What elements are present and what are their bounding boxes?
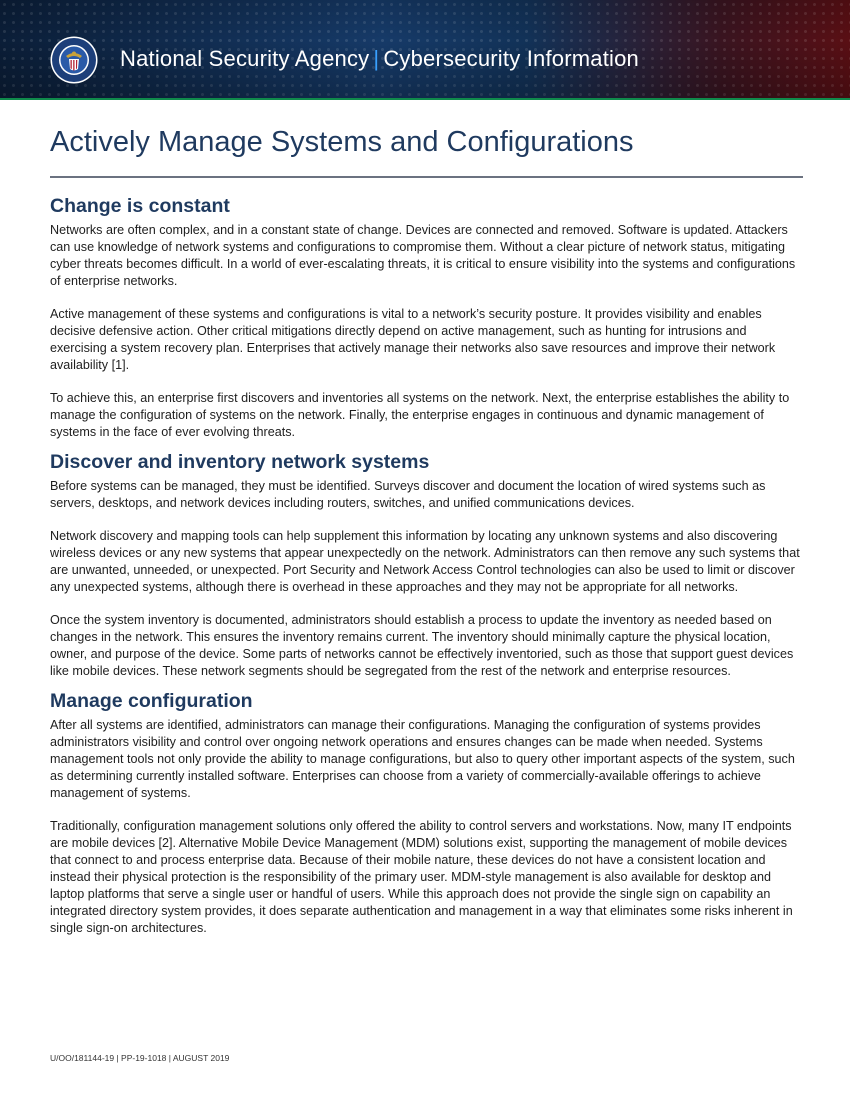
section-manage-configuration: Manage configuration After all systems a… <box>50 690 802 937</box>
banner-pattern <box>0 0 850 100</box>
banner-shade <box>0 0 850 100</box>
section-change-is-constant: Change is constant Networks are often co… <box>50 195 802 441</box>
document-body: Change is constant Networks are often co… <box>50 195 802 947</box>
section-heading: Discover and inventory network systems <box>50 451 430 473</box>
banner-org: National Security Agency <box>120 46 370 71</box>
header-banner: National Security Agency | Cybersecurity I… <box>0 0 850 100</box>
paragraph: Network discovery and mapping tools can … <box>50 529 800 594</box>
paragraph: After all systems are identified, admini… <box>50 718 795 800</box>
banner-program: Cybersecurity Information <box>383 46 639 71</box>
section-heading: Manage configuration <box>50 690 253 712</box>
accent-bar <box>0 98 850 100</box>
banner-separator: | <box>373 46 380 71</box>
paragraph: Once the system inventory is documented,… <box>50 613 794 678</box>
section-heading: Change is constant <box>50 195 230 217</box>
title-divider <box>50 176 803 178</box>
page-title: Actively Manage Systems and Configuratio… <box>50 126 634 158</box>
paragraph: To achieve this, an enterprise first dis… <box>50 391 790 439</box>
section-discover-inventory: Discover and inventory network systems B… <box>50 451 802 680</box>
paragraph: Networks are often complex, and in a con… <box>50 223 796 288</box>
paragraph: Traditionally, configuration management … <box>50 819 793 935</box>
nsa-seal-icon <box>50 36 98 84</box>
paragraph: Before systems can be managed, they must… <box>50 479 766 510</box>
paragraph: Active management of these systems and c… <box>50 307 776 372</box>
document-footer: U/OO/181144-19 | PP-19-1018 | AUGUST 201… <box>50 1053 230 1063</box>
banner-title: National Security Agency | Cybersecurity I… <box>120 46 639 72</box>
